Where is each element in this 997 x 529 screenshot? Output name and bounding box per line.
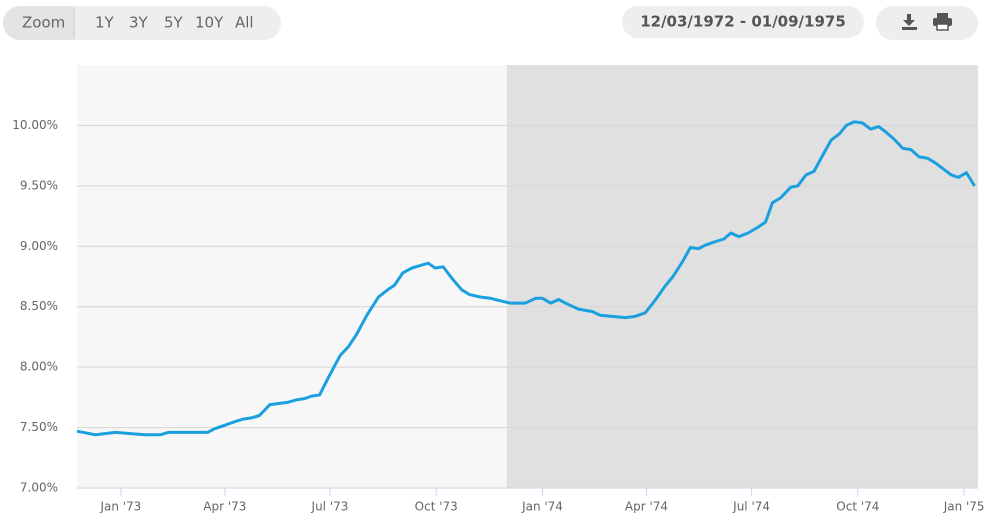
x-tick-label: Apr '74 (625, 500, 668, 514)
tools-pill (876, 6, 978, 40)
zoom-button[interactable]: 5Y (164, 14, 184, 32)
plot-area: 7.00% 7.50% 8.00% 8.50% 9.00% 9.50% 10.00% Jan … (12, 65, 985, 514)
x-tick-label: Oct '73 (415, 500, 458, 514)
zoom-button[interactable]: 1Y (95, 14, 115, 32)
x-tick-label: Jan '75 (943, 500, 985, 514)
y-tick-label: 7.50% (20, 420, 58, 434)
zoom-button[interactable]: 10Y (195, 14, 224, 32)
zoom-label: Zoom (22, 14, 65, 32)
y-tick-label: 8.00% (20, 360, 58, 374)
y-tick-label: 8.50% (20, 299, 58, 313)
x-tick-label: Jul '73 (311, 500, 349, 514)
plot-band (506, 65, 978, 488)
x-tick-label: Jan '74 (521, 500, 563, 514)
y-tick-label: 9.00% (20, 239, 58, 253)
x-tick-label: Oct '74 (836, 500, 879, 514)
download-icon[interactable] (902, 14, 917, 30)
y-tick-label: 10.00% (12, 118, 58, 132)
date-range-pill[interactable] (622, 6, 864, 38)
zoom-button[interactable]: 3Y (129, 14, 149, 32)
y-tick-label: 9.50% (20, 178, 58, 192)
x-tick-label: Apr '73 (203, 500, 246, 514)
series-line (76, 120, 976, 437)
x-tick-label: Jul '74 (732, 500, 770, 514)
print-icon[interactable] (933, 13, 952, 31)
zoom-button[interactable]: All (235, 14, 254, 32)
zoom-label-bg (3, 6, 74, 40)
date-range[interactable]: 12/03/1972 - 01/09/1975 (640, 13, 846, 31)
y-tick-label: 7.00% (20, 481, 58, 495)
x-tick-label: Jan '73 (99, 500, 141, 514)
